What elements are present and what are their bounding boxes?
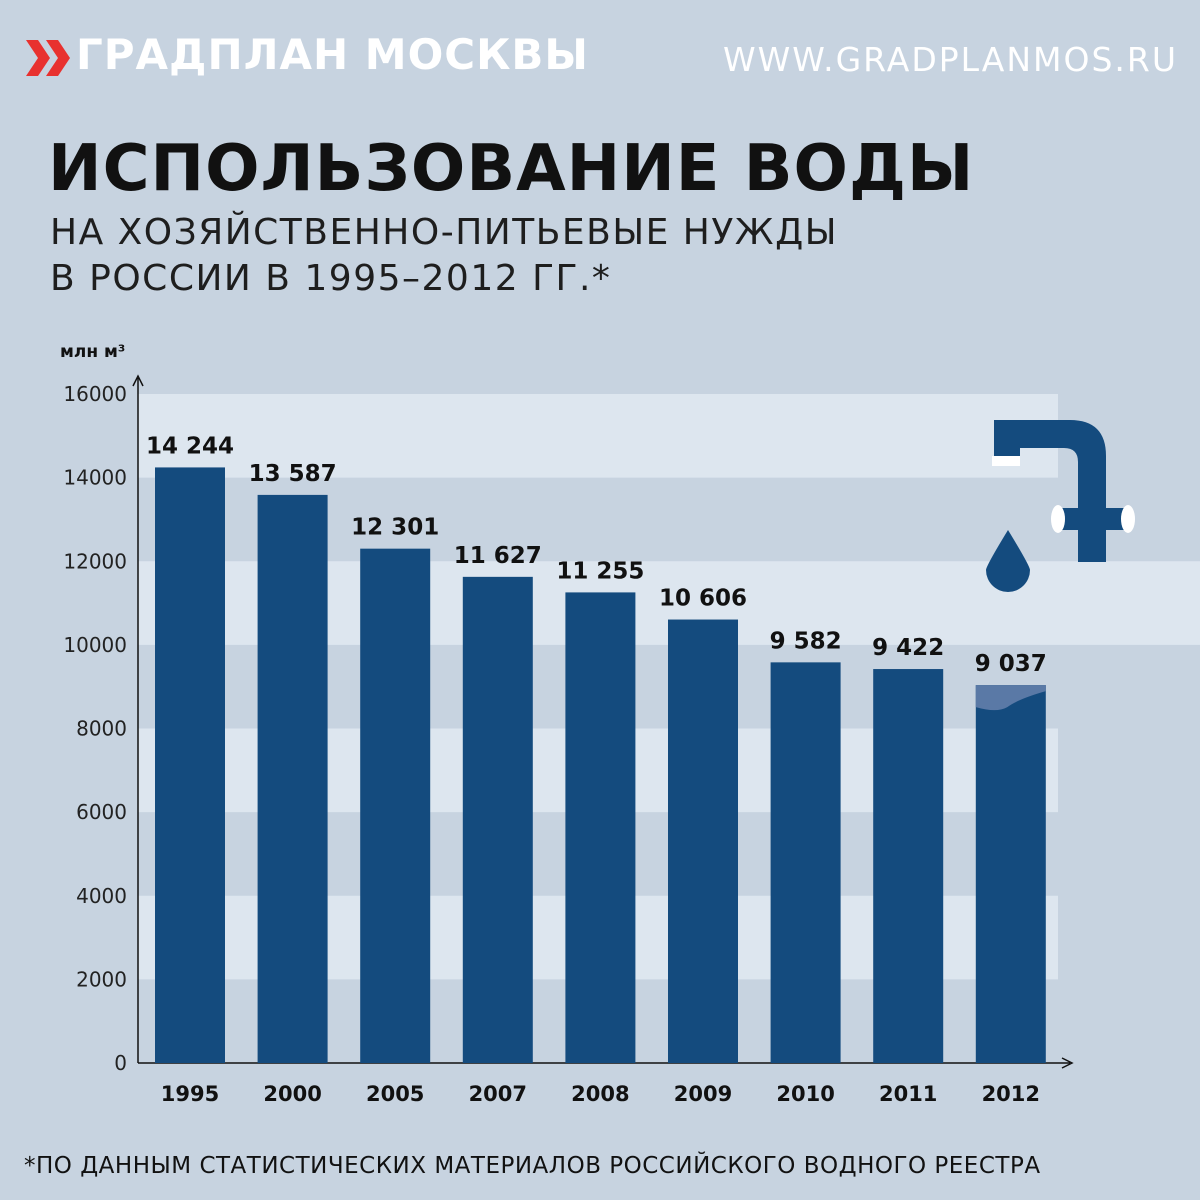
y-tick-label: 6000 [76,800,127,824]
x-tick-label: 2000 [263,1082,321,1106]
x-tick-label: 2005 [366,1082,424,1106]
y-tick-label: 16000 [63,382,127,406]
x-tick-label: 2011 [879,1082,937,1106]
bar [257,494,328,1063]
value-label: 12 301 [351,515,439,541]
bars [155,467,1046,1064]
water-drop-icon [986,530,1030,592]
subtitle-line-2: В РОССИИ В 1995–2012 ГГ.* [50,258,612,299]
y-axis-arrow [132,374,144,387]
x-tick-label: 2009 [674,1082,732,1106]
y-tick-labels: 0 2000 4000 6000 8000 10000 12000 14000 16000 [63,382,127,1075]
bar [668,619,738,1063]
bar [873,669,944,1063]
x-tick-label: 2010 [776,1082,834,1106]
double-chevron-icon [26,40,70,76]
x-tick-label: 2012 [982,1082,1040,1106]
source-footnote: *ПО ДАННЫМ СТАТИСТИЧЕСКИХ МАТЕРИАЛОВ РОС… [24,1153,1041,1179]
value-label: 11 627 [454,543,542,569]
x-tick-label: 2008 [571,1082,629,1106]
site-url[interactable]: WWW.GRADPLANMOS.RU [722,40,1178,79]
x-tick-labels: 1995 2000 2005 2007 2008 2009 2010 2011 2012 [161,1082,1040,1106]
x-tick-label: 1995 [161,1082,219,1106]
value-label: 9 422 [872,635,944,661]
bar [565,592,636,1063]
bar [155,467,225,1064]
value-label: 9 037 [975,651,1047,677]
bar-chart: млн м³ 0 2000 4000 6000 8000 10000 12000 14000 1… [60,342,1200,1106]
value-label: 10 606 [659,586,747,612]
bar [770,662,841,1063]
value-label: 14 244 [146,433,234,459]
grid-band [138,394,1058,478]
water-surface [975,685,1046,711]
y-tick-label: 10000 [63,633,127,657]
y-tick-label: 12000 [63,549,127,573]
value-labels: 14 244 13 587 12 301 11 627 11 255 10 606 9 58… [146,433,1047,677]
subtitle-line-1: НА ХОЗЯЙСТВЕННО-ПИТЬЕВЫЕ НУЖДЫ [50,212,838,253]
value-label: 13 587 [249,461,337,487]
header: ГРАДПЛАН МОСКВЫ WWW.GRADPLANMOS.RU [0,0,1200,120]
page-title: ИСПОЛЬЗОВАНИЕ ВОДЫ [48,132,975,206]
bar [360,548,431,1063]
grid-band [1058,561,1200,645]
bar [462,576,533,1063]
x-axis-arrow [1061,1057,1074,1069]
brand-name: ГРАДПЛАН МОСКВЫ [76,30,589,79]
y-axis-label: млн м³ [60,342,125,362]
bar [975,685,1046,1063]
y-tick-label: 0 [114,1051,127,1075]
x-tick-label: 2007 [469,1082,527,1106]
value-label: 11 255 [556,558,644,584]
water-tap-icon [992,420,1135,562]
y-tick-label: 14000 [63,466,127,490]
value-label: 9 582 [770,628,842,654]
y-tick-label: 8000 [76,717,127,741]
y-tick-label: 2000 [76,967,127,991]
y-tick-label: 4000 [76,884,127,908]
page-subtitle: НА ХОЗЯЙСТВЕННО-ПИТЬЕВЫЕ НУЖДЫ В РОССИИ … [50,210,838,302]
